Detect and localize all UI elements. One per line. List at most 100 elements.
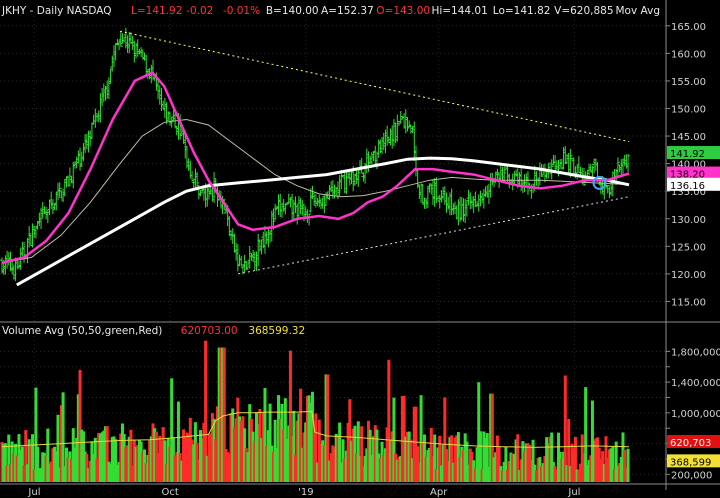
volume-bar: [382, 454, 386, 482]
volume-bar: [501, 470, 505, 482]
volume-bar: [107, 461, 111, 482]
volume-bar: [260, 437, 264, 482]
volume-bar: [295, 420, 299, 482]
volume-bar: [180, 460, 184, 482]
header-volume: V=620,885: [554, 5, 613, 17]
volume-bar: [61, 392, 65, 482]
volume-bar: [463, 433, 467, 482]
volume-bar: [317, 419, 321, 482]
volume-bar: [278, 419, 282, 482]
volume-bar: [458, 456, 462, 482]
volume-bar: [73, 447, 77, 482]
volume-bar: [365, 448, 369, 482]
volume-bar: [489, 393, 493, 482]
volume-bar: [316, 462, 320, 482]
volume-bar: [480, 469, 484, 482]
volume-bar: [127, 436, 131, 482]
volume-bar: [400, 395, 404, 482]
volume-bar: [120, 423, 124, 482]
moving-average-mid-line: [1, 118, 630, 264]
volume-bar: [309, 402, 313, 482]
volume-bar: [176, 401, 180, 482]
volume-bar: [251, 431, 255, 482]
volume-bar: [170, 378, 174, 482]
volume-bar: [197, 459, 201, 482]
volume-bar: [81, 431, 85, 482]
volume-bar: [270, 445, 274, 482]
volume-bar: [543, 455, 547, 482]
volume-bar: [577, 469, 581, 482]
volume-bar: [100, 432, 104, 482]
header-change-percent: -0.01%: [223, 5, 260, 17]
volume-bar: [601, 451, 605, 482]
volume-bar: [612, 469, 616, 482]
volume-bar: [136, 445, 140, 482]
volume-bar: [7, 434, 11, 482]
volume-bar: [97, 432, 101, 482]
volume-bar: [144, 463, 148, 482]
volume-bar: [329, 453, 333, 482]
volume-bar: [27, 439, 31, 482]
volume-bar: [614, 441, 618, 482]
volume-bar: [321, 440, 325, 482]
price-badge: 141.92: [667, 146, 720, 160]
volume-bar: [15, 455, 19, 482]
volume-bar: [411, 458, 415, 482]
volume-bar: [456, 432, 460, 482]
volume-bar: [336, 436, 340, 482]
volume-bar: [387, 359, 391, 482]
volume-bar: [380, 441, 384, 482]
volume-bar: [88, 460, 92, 482]
volume-bar: [497, 446, 501, 482]
volume-bar: [53, 446, 57, 482]
volume-bar: [75, 437, 79, 482]
price-tick-label: 145.00: [671, 132, 706, 143]
volume-tick-label: 200,000: [671, 470, 712, 481]
volume-bar: [355, 453, 359, 482]
volume-bar: [141, 452, 145, 482]
volume-bar: [507, 461, 511, 482]
volume-bar: [433, 434, 437, 482]
volume-bar: [621, 432, 625, 482]
volume-bar: [550, 432, 554, 482]
volume-bar: [383, 448, 387, 482]
volume-bar: [626, 448, 630, 482]
volume-bar: [124, 447, 128, 482]
volume-bar: [475, 447, 479, 482]
volume-bar: [273, 419, 277, 482]
trendline-lower: [238, 196, 630, 275]
volume-bar: [492, 457, 496, 482]
volume-bar: [24, 430, 28, 482]
volume-bar: [560, 458, 564, 482]
volume-header-label: Volume Avg (50,50,green,Red): [2, 325, 162, 337]
volume-bar: [590, 400, 594, 482]
volume-bar: [523, 452, 527, 482]
volume-bar: [461, 449, 465, 482]
volume-bar: [351, 428, 355, 482]
volume-bar: [182, 429, 186, 482]
volume-bar: [103, 426, 107, 482]
volume-bar: [49, 461, 53, 482]
volume-bar: [305, 395, 309, 482]
price-tick-label: 140.00: [671, 160, 706, 171]
volume-bar: [394, 453, 398, 482]
volume-bar: [606, 458, 610, 482]
volume-bar: [589, 455, 593, 482]
volume-bar: [294, 454, 298, 482]
volume-bar: [159, 440, 163, 482]
volume-bar: [392, 397, 396, 482]
volume-bar: [17, 434, 21, 482]
volume-bar: [126, 445, 130, 482]
volume-bar: [241, 416, 245, 482]
volume-bar: [419, 395, 423, 482]
volume-bar: [20, 446, 24, 482]
volume-bar: [441, 444, 445, 482]
volume-bar: [292, 410, 296, 482]
volume-bar: [119, 433, 123, 482]
volume-bar: [214, 439, 218, 482]
volume-bar: [439, 465, 443, 482]
volume-bar: [285, 438, 289, 482]
volume-bar: [512, 453, 516, 482]
